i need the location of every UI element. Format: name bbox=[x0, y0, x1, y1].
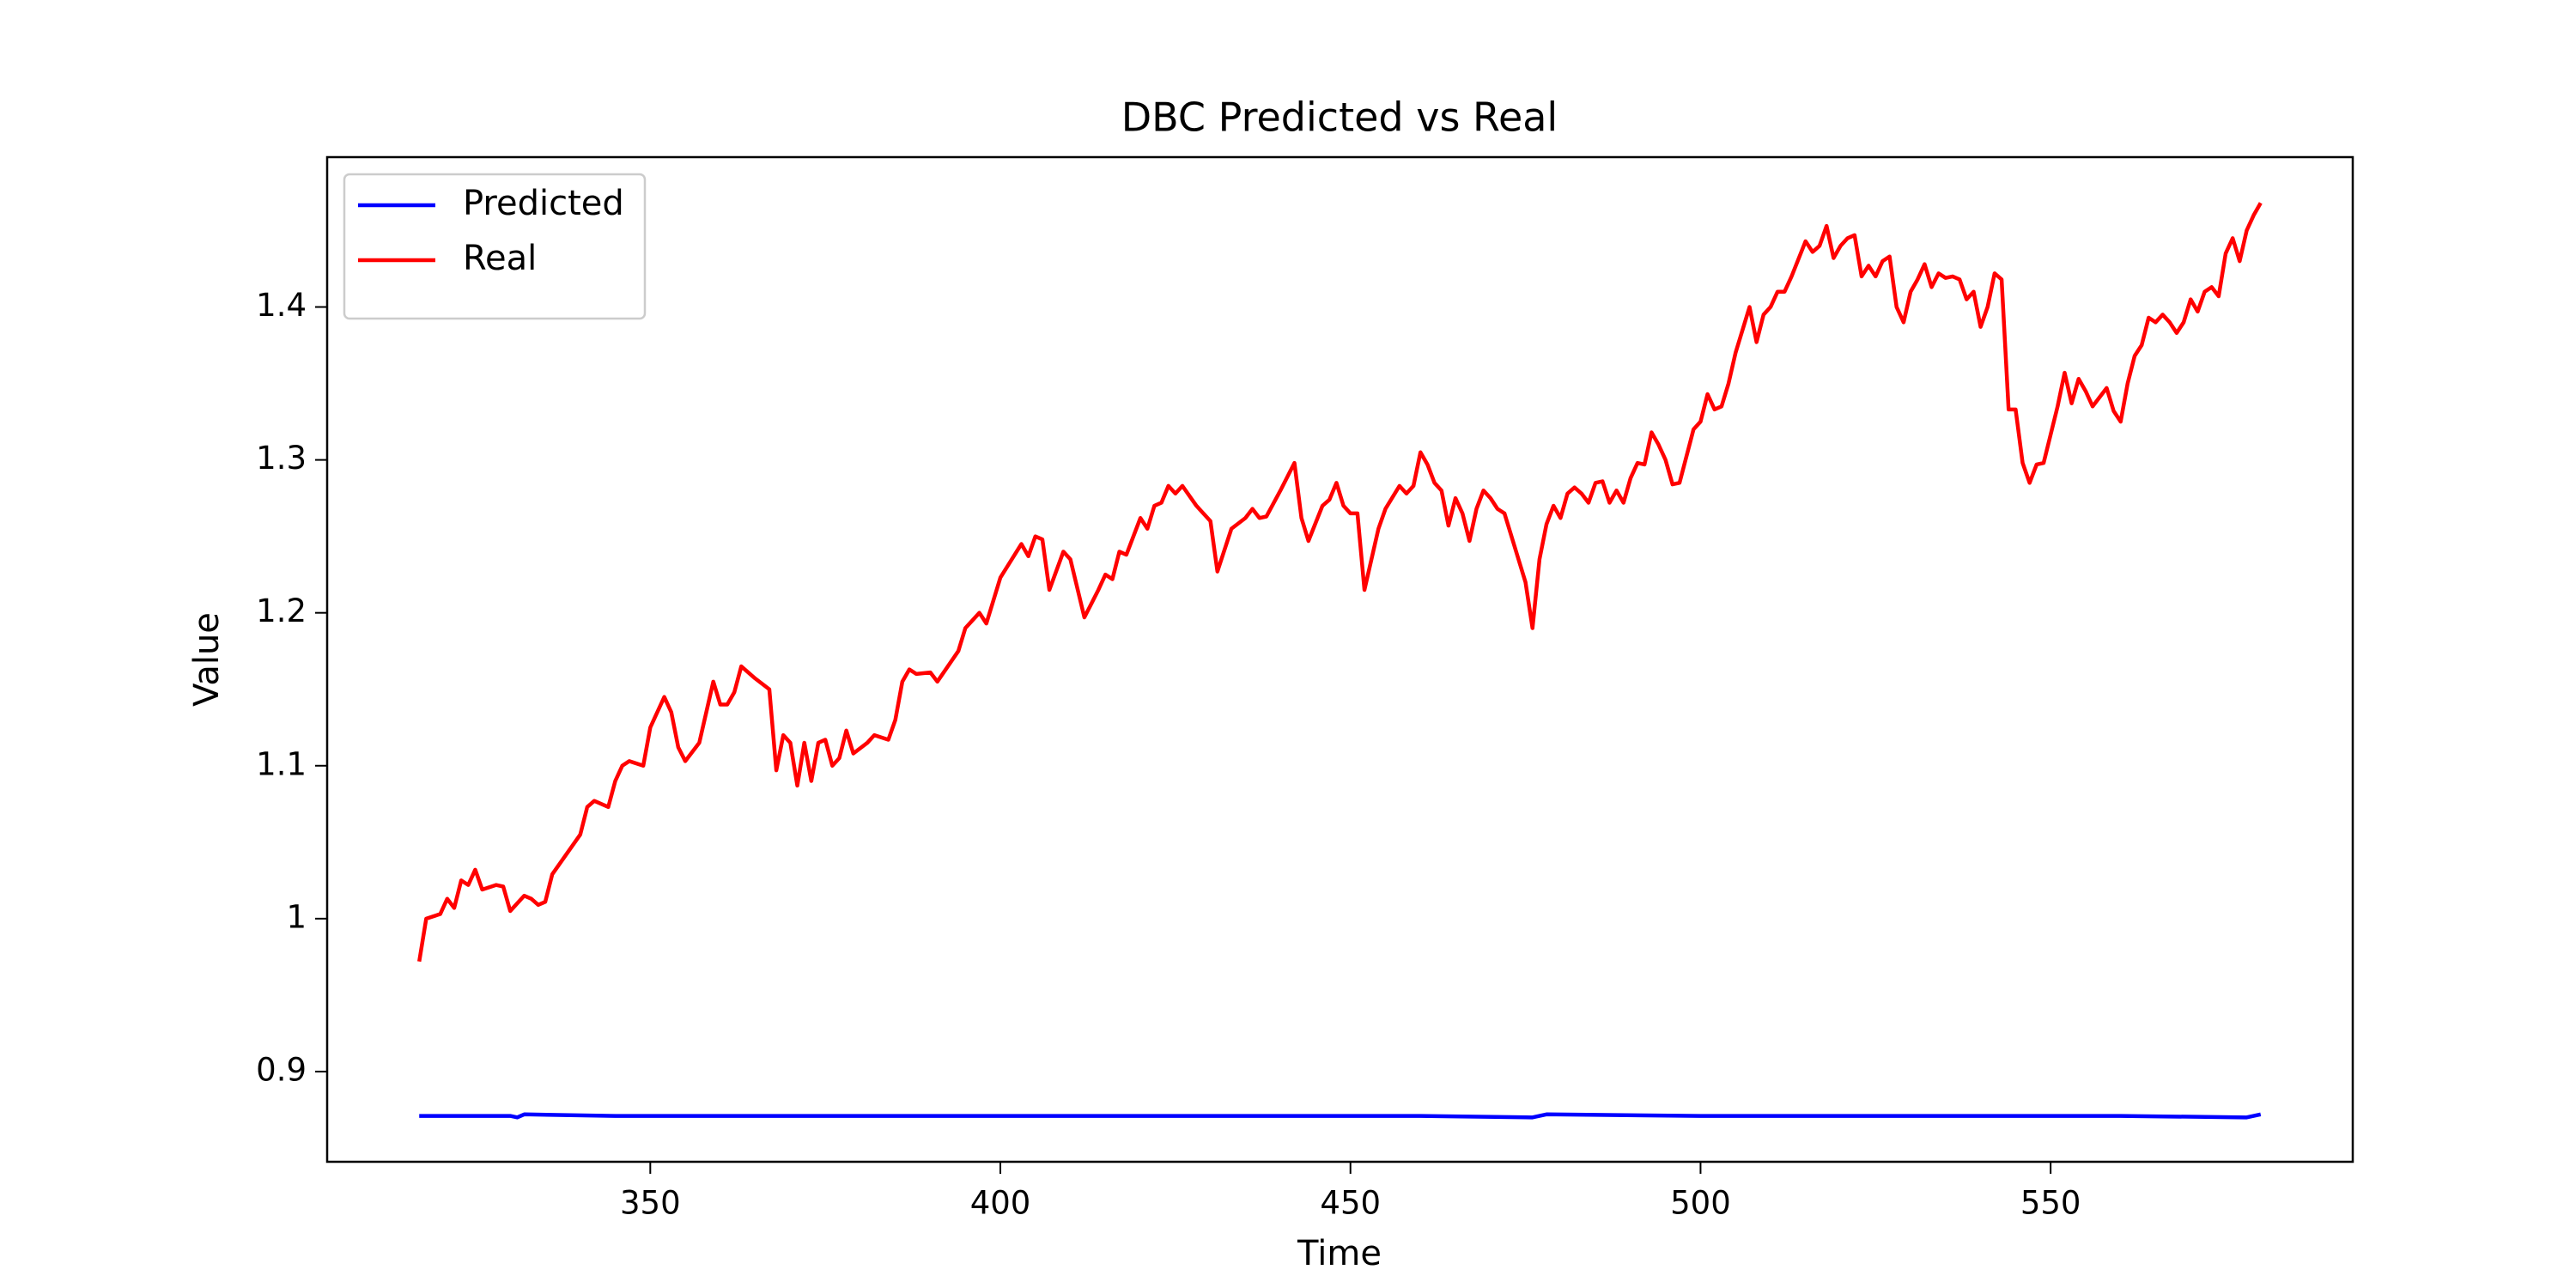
x-tick-label: 550 bbox=[2020, 1185, 2081, 1222]
y-tick-label: 1.3 bbox=[256, 440, 307, 477]
y-tick-label: 0.9 bbox=[256, 1051, 307, 1088]
y-tick-label: 1.1 bbox=[256, 745, 307, 782]
x-tick-label: 400 bbox=[970, 1185, 1031, 1222]
chart-title: DBC Predicted vs Real bbox=[1121, 94, 1558, 141]
y-axis-label: Value bbox=[187, 612, 227, 707]
y-tick-label: 1 bbox=[286, 898, 307, 935]
plot-frame bbox=[325, 155, 2354, 1163]
legend-label: Real bbox=[463, 239, 537, 278]
x-tick-label: 500 bbox=[1670, 1185, 1731, 1222]
y-tick-label: 1.2 bbox=[256, 592, 307, 629]
legend-label: Predicted bbox=[463, 184, 624, 223]
plot-area: 350 400 450 500 550 0.9 1 1.1 1.2 1.3 1.4 Predicted… bbox=[256, 155, 2354, 1222]
data-line bbox=[419, 1112, 2262, 1120]
data-line bbox=[417, 202, 2263, 963]
x-tick-label: 350 bbox=[620, 1185, 681, 1222]
x-tick-label: 450 bbox=[1320, 1185, 1381, 1222]
legend-frame bbox=[343, 173, 647, 320]
x-axis-label: Time bbox=[1297, 1234, 1382, 1273]
legend: Predicted Real bbox=[343, 173, 647, 320]
y-tick-label: 1.4 bbox=[256, 287, 307, 324]
